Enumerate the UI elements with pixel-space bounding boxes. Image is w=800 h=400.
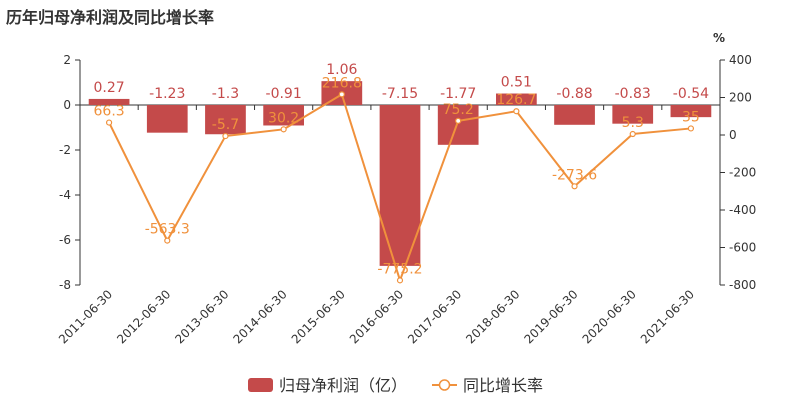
left-tick-label: -2 [59,143,71,157]
line-point [455,117,462,125]
line-data-label: 5.3 [622,115,644,131]
line-point [513,108,520,115]
bar-data-label: -0.54 [673,86,709,102]
bar [496,93,537,105]
bar [612,105,654,124]
chart-title: 历年归母净利润及同比增长率 [6,8,215,27]
right-tick-label: 400 [729,53,752,67]
left-tick-label: -6 [59,233,71,247]
bar [146,105,188,133]
x-tick-label: 2014-06-30 [231,287,290,346]
legend-swatch-marker [438,379,451,391]
bar [205,105,246,135]
right-tick-label: -200 [729,166,756,180]
x-tick-label: 2013-06-30 [172,287,231,346]
line-point [629,130,636,138]
line-series [105,91,695,284]
line-data-label: 75.2 [443,102,474,118]
bar-data-label: -0.88 [556,86,592,102]
legend-label-line: 同比增长率 [463,376,543,395]
x-tick-label: 2016-06-30 [347,287,406,346]
line-point [164,237,171,244]
line-data-label: 66.3 [94,104,125,120]
line-point [396,277,404,284]
line-data-label: 216.8 [322,75,362,91]
x-tick-label: 2021-06-30 [638,287,697,346]
x-tick-label: 2011-06-30 [56,287,115,346]
right-tick-label: -600 [729,241,756,255]
line-data-label: -5.7 [212,117,239,133]
bar-data-label: -0.83 [615,86,651,102]
bar-data-label: -1.77 [440,86,476,102]
legend[interactable]: 归母净利润（亿） 同比增长率 [248,376,543,395]
x-tick-label: 2015-06-30 [289,287,348,346]
right-tick-label: -400 [729,203,756,217]
x-tick-label: 2012-06-30 [114,287,173,346]
bar-data-label: -1.23 [149,86,185,102]
x-tick-label: 2018-06-30 [463,287,522,346]
line-data-label: 30.2 [268,110,299,126]
x-tick-label: 2019-06-30 [521,287,580,346]
right-axis-unit: % [713,31,725,45]
bar-data-label: 0.27 [94,80,125,96]
bar [670,105,712,118]
line-point [105,119,113,126]
data-labels: 0.27 -1.23 -1.3 -0.91 1.06 -7.15 -1.77 0.51 -0.8… [94,62,710,277]
bar [554,105,595,125]
left-tick-label: -4 [59,188,71,202]
bar-data-label: -7.15 [382,86,418,102]
x-tick-label: 2017-06-30 [405,287,464,346]
line-data-label: -775.2 [377,261,422,277]
left-tick-label: 2 [63,53,71,67]
right-tick-label: 200 [729,91,752,105]
bar [88,98,130,105]
legend-label-bar: 归母净利润（亿） [279,376,407,395]
line-point [571,183,578,190]
line-point [280,126,287,133]
left-tick-label: 0 [63,98,71,112]
bar [263,105,304,126]
line-data-label: -563.3 [145,222,190,238]
right-tick-label: 0 [729,128,737,142]
line-data-label: -273.6 [552,167,597,183]
line-data-label: 126.7 [496,92,536,108]
bar-data-label: 0.51 [501,75,532,91]
x-tick-label: 2020-06-30 [580,287,639,346]
line-point [687,125,695,132]
bar [437,105,479,145]
line-point [222,132,229,140]
line-data-label: 35 [682,109,700,125]
bar-series [88,81,712,266]
legend-swatch-bar [248,378,273,392]
left-tick-label: -8 [59,278,71,292]
line-point [338,91,345,98]
bar-data-label: 1.06 [326,62,357,78]
bar-data-label: -0.91 [266,86,302,102]
bar-data-label: -1.3 [212,86,239,102]
right-tick-label: -800 [729,278,756,292]
